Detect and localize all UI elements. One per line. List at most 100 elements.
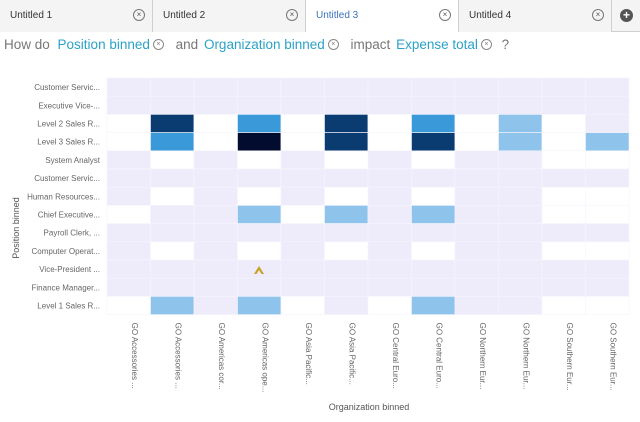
heatmap-cell[interactable] — [106, 114, 151, 133]
heatmap-cell[interactable] — [585, 259, 630, 279]
close-icon[interactable]: × — [133, 9, 145, 21]
heatmap-cell[interactable] — [411, 277, 456, 297]
heatmap-cell[interactable] — [150, 77, 195, 97]
heatmap-cell[interactable] — [324, 259, 369, 279]
heatmap-cell[interactable] — [585, 114, 630, 133]
heatmap-cell[interactable] — [411, 132, 456, 152]
heatmap-cell[interactable] — [150, 296, 195, 315]
close-icon[interactable]: × — [286, 9, 298, 21]
heatmap-cell[interactable] — [324, 205, 369, 224]
heatmap-cell[interactable] — [237, 186, 282, 206]
heatmap-cell[interactable] — [193, 114, 238, 133]
heatmap-cell[interactable] — [498, 77, 543, 97]
heatmap-cell[interactable] — [367, 186, 412, 206]
heatmap-cell[interactable] — [280, 296, 325, 315]
heatmap-cell[interactable] — [193, 223, 238, 243]
heatmap-cell[interactable] — [237, 132, 282, 152]
heatmap-cell[interactable] — [541, 168, 586, 188]
heatmap-cell[interactable] — [367, 241, 412, 261]
heatmap-cell[interactable] — [237, 241, 282, 261]
heatmap-cell[interactable] — [541, 205, 586, 224]
heatmap-cell[interactable] — [150, 259, 195, 279]
heatmap-cell[interactable] — [454, 223, 499, 243]
heatmap-cell[interactable] — [498, 277, 543, 297]
heatmap-cell[interactable] — [498, 205, 543, 224]
heatmap-cell[interactable] — [454, 114, 499, 133]
heatmap-cell[interactable] — [324, 241, 369, 261]
heatmap-cell[interactable] — [541, 186, 586, 206]
heatmap-cell[interactable] — [541, 132, 586, 152]
heatmap-cell[interactable] — [324, 168, 369, 188]
heatmap-cell[interactable] — [411, 223, 456, 243]
heatmap-cell[interactable] — [454, 277, 499, 297]
heatmap-cell[interactable] — [150, 186, 195, 206]
heatmap-cell[interactable] — [150, 132, 195, 152]
heatmap-cell[interactable] — [193, 241, 238, 261]
heatmap-cell[interactable] — [150, 205, 195, 224]
heatmap-cell[interactable] — [324, 132, 369, 152]
heatmap-cell[interactable] — [193, 77, 238, 97]
heatmap-cell[interactable] — [367, 95, 412, 115]
heatmap-cell[interactable] — [585, 168, 630, 188]
heatmap-cell[interactable] — [193, 259, 238, 279]
heatmap-cell[interactable] — [411, 168, 456, 188]
heatmap-cell[interactable] — [498, 132, 543, 152]
heatmap-cell[interactable] — [585, 150, 630, 170]
heatmap-cell[interactable] — [454, 77, 499, 97]
heatmap-cell[interactable] — [367, 259, 412, 279]
heatmap-cell[interactable] — [411, 205, 456, 224]
heatmap-cell[interactable] — [541, 95, 586, 115]
heatmap-cell[interactable] — [585, 296, 630, 315]
heatmap-cell[interactable] — [411, 95, 456, 115]
heatmap-cell[interactable] — [324, 77, 369, 97]
heatmap-cell[interactable] — [324, 114, 369, 133]
heatmap-cell[interactable] — [280, 223, 325, 243]
heatmap-cell[interactable] — [541, 223, 586, 243]
heatmap-cell[interactable] — [411, 150, 456, 170]
heatmap-cell[interactable] — [193, 168, 238, 188]
heatmap-cell[interactable] — [193, 95, 238, 115]
heatmap-cell[interactable] — [106, 77, 151, 97]
heatmap-cell[interactable] — [106, 277, 151, 297]
heatmap-cell[interactable] — [367, 205, 412, 224]
heatmap-cell[interactable] — [541, 296, 586, 315]
heatmap-cell[interactable] — [411, 296, 456, 315]
heatmap-cell[interactable] — [280, 186, 325, 206]
heatmap-cell[interactable] — [585, 77, 630, 97]
heatmap-cell[interactable] — [541, 114, 586, 133]
heatmap-cell[interactable] — [454, 150, 499, 170]
heatmap-cell[interactable] — [106, 168, 151, 188]
heatmap-cell[interactable] — [193, 205, 238, 224]
heatmap-cell[interactable] — [237, 114, 282, 133]
remove-field-icon[interactable]: × — [480, 38, 492, 50]
heatmap-cell[interactable] — [498, 150, 543, 170]
heatmap-cell[interactable] — [367, 296, 412, 315]
heatmap-cell[interactable] — [280, 259, 325, 279]
heatmap-cell[interactable] — [193, 296, 238, 315]
heatmap-plot-area[interactable] — [106, 77, 630, 315]
heatmap-cell[interactable] — [454, 205, 499, 224]
heatmap-cell[interactable] — [541, 259, 586, 279]
heatmap-cell[interactable] — [324, 150, 369, 170]
heatmap-cell[interactable] — [585, 186, 630, 206]
heatmap-cell[interactable] — [367, 168, 412, 188]
heatmap-cell[interactable] — [324, 95, 369, 115]
heatmap-cell[interactable] — [367, 150, 412, 170]
heatmap-cell[interactable] — [324, 277, 369, 297]
heatmap-cell[interactable] — [280, 132, 325, 152]
heatmap-cell[interactable] — [280, 95, 325, 115]
heatmap-cell[interactable] — [498, 168, 543, 188]
heatmap-cell[interactable] — [237, 205, 282, 224]
heatmap-cell[interactable] — [585, 132, 630, 152]
heatmap-cell[interactable] — [454, 132, 499, 152]
heatmap-cell[interactable] — [324, 223, 369, 243]
heatmap-cell[interactable] — [150, 241, 195, 261]
field-position-binned[interactable]: Position binned — [57, 36, 150, 52]
heatmap-cell[interactable] — [280, 241, 325, 261]
heatmap-cell[interactable] — [280, 277, 325, 297]
heatmap-cell[interactable] — [498, 241, 543, 261]
heatmap-cell[interactable] — [106, 296, 151, 315]
heatmap-cell[interactable] — [150, 223, 195, 243]
heatmap-cell[interactable] — [454, 95, 499, 115]
heatmap-cell[interactable] — [280, 168, 325, 188]
